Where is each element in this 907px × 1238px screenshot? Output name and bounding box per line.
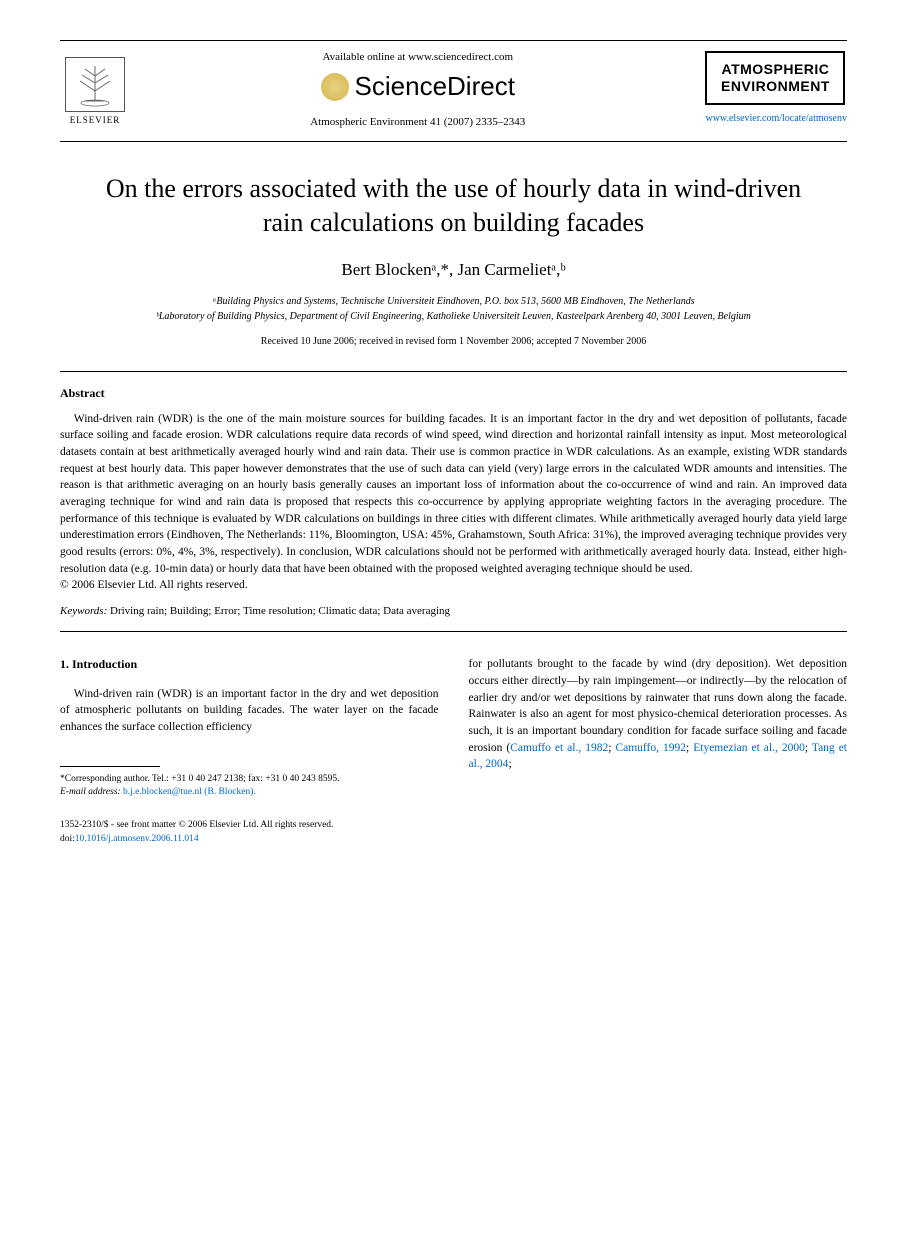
- left-column: 1. Introduction Wind-driven rain (WDR) i…: [60, 656, 439, 799]
- email-label: E-mail address:: [60, 787, 121, 797]
- abstract-heading: Abstract: [60, 386, 847, 401]
- rule-above-abstract: [60, 371, 847, 372]
- email-line: E-mail address: b.j.e.blocken@tue.nl (B.…: [60, 786, 439, 799]
- footer-info: 1352-2310/$ - see front matter © 2006 El…: [60, 819, 847, 846]
- keywords-text: Driving rain; Building; Error; Time reso…: [107, 605, 450, 617]
- affiliations: ᵃBuilding Physics and Systems, Technisch…: [60, 294, 847, 324]
- rule-below-keywords: [60, 631, 847, 632]
- elsevier-logo: ELSEVIER: [60, 51, 130, 131]
- journal-name-line1: ATMOSPHERIC: [713, 61, 837, 78]
- intro-para-left: Wind-driven rain (WDR) is an important f…: [60, 686, 439, 736]
- doi-link[interactable]: 10.1016/j.atmosenv.2006.11.014: [75, 834, 199, 844]
- doi-line: doi:10.1016/j.atmosenv.2006.11.014: [60, 833, 847, 846]
- sciencedirect-icon: [321, 73, 349, 101]
- intro-heading: 1. Introduction: [60, 656, 439, 673]
- doi-label: doi:: [60, 834, 75, 844]
- elsevier-name: ELSEVIER: [70, 115, 121, 125]
- journal-box-wrapper: ATMOSPHERIC ENVIRONMENT www.elsevier.com…: [705, 51, 847, 124]
- sciencedirect-text: ScienceDirect: [355, 71, 515, 102]
- corresponding-author-footnote: *Corresponding author. Tel.: +31 0 40 24…: [60, 773, 439, 800]
- article-dates: Received 10 June 2006; received in revis…: [60, 336, 847, 347]
- journal-box: ATMOSPHERIC ENVIRONMENT: [705, 51, 845, 105]
- sciencedirect-brand: ScienceDirect: [150, 71, 685, 102]
- article-title: On the errors associated with the use of…: [100, 172, 807, 240]
- elsevier-tree-icon: [65, 57, 125, 112]
- right-column: for pollutants brought to the facade by …: [469, 656, 848, 799]
- center-header: Available online at www.sciencedirect.co…: [130, 51, 705, 128]
- abstract-copyright: © 2006 Elsevier Ltd. All rights reserved…: [60, 579, 847, 591]
- journal-name-line2: ENVIRONMENT: [713, 78, 837, 95]
- keywords-label: Keywords:: [60, 605, 107, 617]
- issn-line: 1352-2310/$ - see front matter © 2006 El…: [60, 819, 847, 832]
- citation-link[interactable]: Camuffo, 1992: [615, 742, 686, 754]
- citation-link[interactable]: Camuffo et al., 1982: [510, 742, 608, 754]
- journal-link[interactable]: www.elsevier.com/locate/atmosenv: [705, 113, 847, 124]
- journal-reference: Atmospheric Environment 41 (2007) 2335–2…: [150, 116, 685, 128]
- affiliation-b: ᵇLaboratory of Building Physics, Departm…: [60, 309, 847, 324]
- keywords: Keywords: Driving rain; Building; Error;…: [60, 605, 847, 617]
- citation-link[interactable]: Etyemezian et al., 2000: [693, 742, 805, 754]
- email-address[interactable]: b.j.e.blocken@tue.nl (B. Blocken).: [121, 787, 256, 797]
- authors: Bert Blockenᵃ,*, Jan Carmelietᵃ,ᵇ: [60, 260, 847, 280]
- two-column-body: 1. Introduction Wind-driven rain (WDR) i…: [60, 656, 847, 799]
- corresponding-tel-fax: *Corresponding author. Tel.: +31 0 40 24…: [60, 773, 439, 786]
- header-row: ELSEVIER Available online at www.science…: [60, 40, 847, 142]
- affiliation-a: ᵃBuilding Physics and Systems, Technisch…: [60, 294, 847, 309]
- intro-para-right: for pollutants brought to the facade by …: [469, 656, 848, 773]
- footnote-rule: [60, 766, 160, 767]
- abstract-text: Wind-driven rain (WDR) is the one of the…: [60, 411, 847, 578]
- available-online-text: Available online at www.sciencedirect.co…: [150, 51, 685, 63]
